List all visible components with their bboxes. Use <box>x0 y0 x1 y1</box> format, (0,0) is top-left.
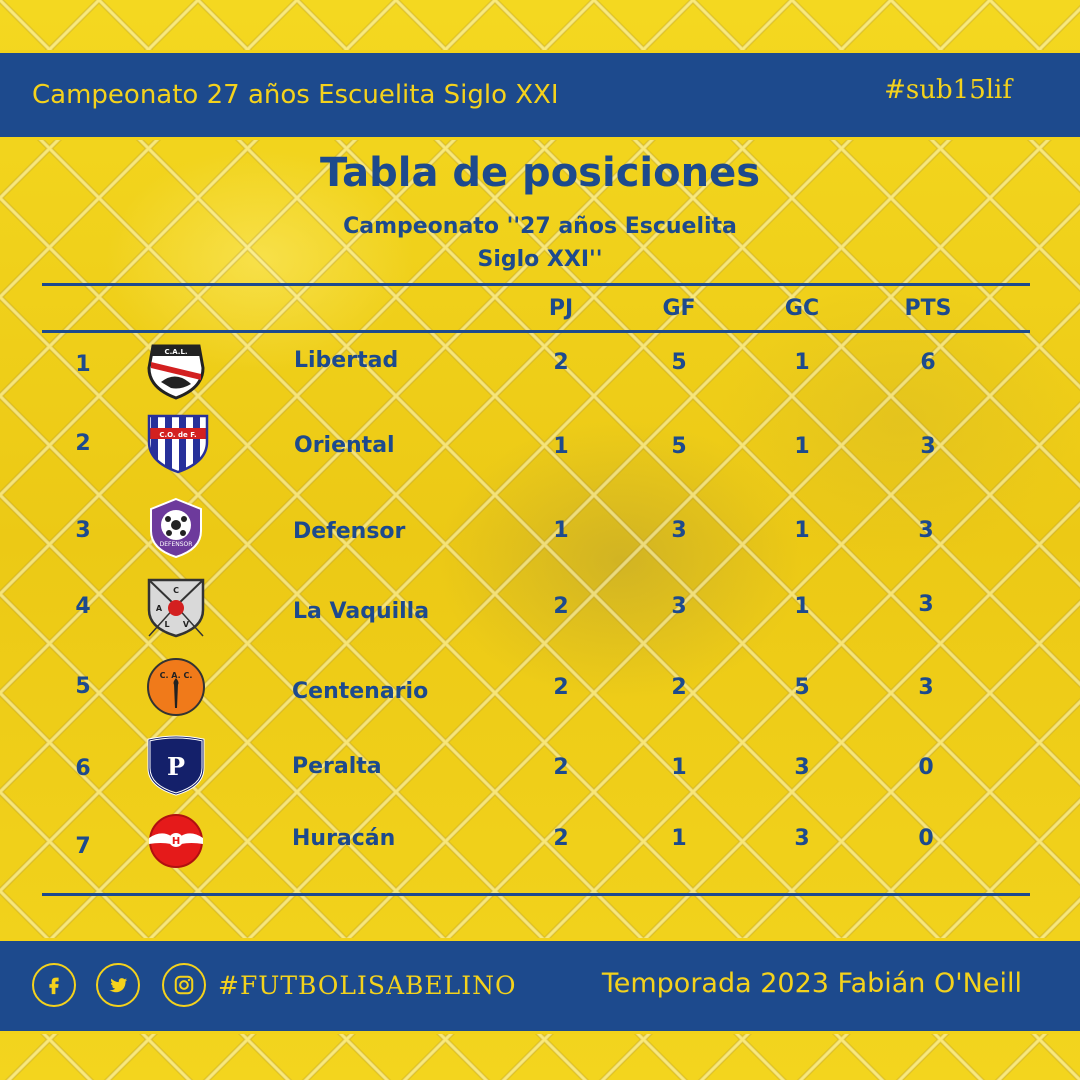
gf-cell: 1 <box>671 755 687 780</box>
pj-cell: 2 <box>553 755 569 780</box>
gc-cell: 1 <box>794 350 810 375</box>
team-name: Centenario <box>292 679 429 704</box>
la-vaquilla-crest-icon: C A L V <box>141 576 211 638</box>
twitter-icon[interactable] <box>96 963 140 1007</box>
pj-cell: 2 <box>553 675 569 700</box>
table-top-rule <box>42 283 1030 286</box>
header-band: Campeonato 27 años Escuelita Siglo XXI #… <box>0 50 1080 140</box>
huracan-crest-letter: H <box>172 836 180 847</box>
position-cell: 4 <box>75 594 91 619</box>
table-subtitle-line1: Campeonato ''27 años Escuelita <box>343 214 737 239</box>
team-name: Libertad <box>294 348 399 373</box>
vaquilla-crest-letter-v: V <box>183 620 190 629</box>
peralta-crest-icon: P <box>141 734 211 796</box>
pts-cell: 3 <box>920 434 936 459</box>
gc-cell: 3 <box>794 755 810 780</box>
pts-cell: 3 <box>918 592 934 617</box>
defensor-crest-text: DEFENSOR <box>160 541 193 548</box>
team-name: Defensor <box>293 519 406 544</box>
pts-cell: 3 <box>918 518 934 543</box>
peralta-crest-letter: P <box>167 752 185 781</box>
centenario-crest-text: C. A. C. <box>160 671 193 680</box>
team-name: La Vaquilla <box>293 599 430 624</box>
pj-cell: 1 <box>553 518 569 543</box>
instagram-icon[interactable] <box>162 963 206 1007</box>
vaquilla-crest-letter-l: L <box>164 620 169 629</box>
huracan-crest-icon: H <box>141 810 211 872</box>
pts-cell: 0 <box>918 826 934 851</box>
column-header-pj: PJ <box>548 296 574 321</box>
pts-cell: 3 <box>918 675 934 700</box>
header-title: Campeonato 27 años Escuelita Siglo XXI <box>32 80 559 110</box>
footer-credit: Temporada 2023 Fabián O'Neill <box>601 968 1022 999</box>
footer-hashtag[interactable]: #FUTBOLISABELINO <box>218 971 517 1000</box>
oriental-crest-icon: C.O. de F. <box>143 412 213 474</box>
position-cell: 2 <box>75 431 91 456</box>
gf-cell: 3 <box>671 518 687 543</box>
column-header-pts: PTS <box>904 296 952 321</box>
pts-cell: 6 <box>920 350 936 375</box>
libertad-crest-text: C.A.L. <box>164 348 187 356</box>
gf-cell: 1 <box>671 826 687 851</box>
pj-cell: 2 <box>553 350 569 375</box>
gf-cell: 2 <box>671 675 687 700</box>
gf-cell: 5 <box>671 434 687 459</box>
position-cell: 7 <box>75 834 91 859</box>
team-name: Huracán <box>292 826 396 851</box>
oriental-crest-text: C.O. de F. <box>159 431 196 439</box>
facebook-icon[interactable] <box>32 963 76 1007</box>
vaquilla-crest-letter-a: A <box>156 604 163 613</box>
pj-cell: 2 <box>553 826 569 851</box>
gc-cell: 1 <box>794 518 810 543</box>
gc-cell: 1 <box>794 434 810 459</box>
table-bottom-rule <box>42 893 1030 896</box>
position-cell: 1 <box>75 352 91 377</box>
pts-cell: 0 <box>918 755 934 780</box>
column-header-gc: GC <box>784 296 820 321</box>
gc-cell: 1 <box>794 594 810 619</box>
team-name: Oriental <box>294 433 395 458</box>
team-name: Peralta <box>292 754 382 779</box>
position-cell: 5 <box>75 674 91 699</box>
pj-cell: 2 <box>553 594 569 619</box>
pj-cell: 1 <box>553 434 569 459</box>
vaquilla-crest-letter-c: C <box>173 586 179 595</box>
libertad-crest-icon: C.A.L. <box>141 340 211 402</box>
gc-cell: 3 <box>794 826 810 851</box>
header-hashtag[interactable]: #sub15lif <box>884 75 1012 105</box>
centenario-crest-icon: C. A. C. <box>141 656 211 718</box>
table-subtitle-line2: Siglo XXI'' <box>477 247 603 272</box>
gc-cell: 5 <box>794 675 810 700</box>
column-header-gf: GF <box>662 296 696 321</box>
table-header-rule <box>42 330 1030 333</box>
footer-band: #FUTBOLISABELINO Temporada 2023 Fabián O… <box>0 938 1080 1034</box>
position-cell: 6 <box>75 756 91 781</box>
position-cell: 3 <box>75 518 91 543</box>
defensor-crest-icon: DEFENSOR <box>141 497 211 559</box>
table-subtitle: Campeonato ''27 años Escuelita Siglo XXI… <box>330 210 750 276</box>
table-title: Tabla de posiciones <box>319 150 761 196</box>
gf-cell: 5 <box>671 350 687 375</box>
gf-cell: 3 <box>671 594 687 619</box>
